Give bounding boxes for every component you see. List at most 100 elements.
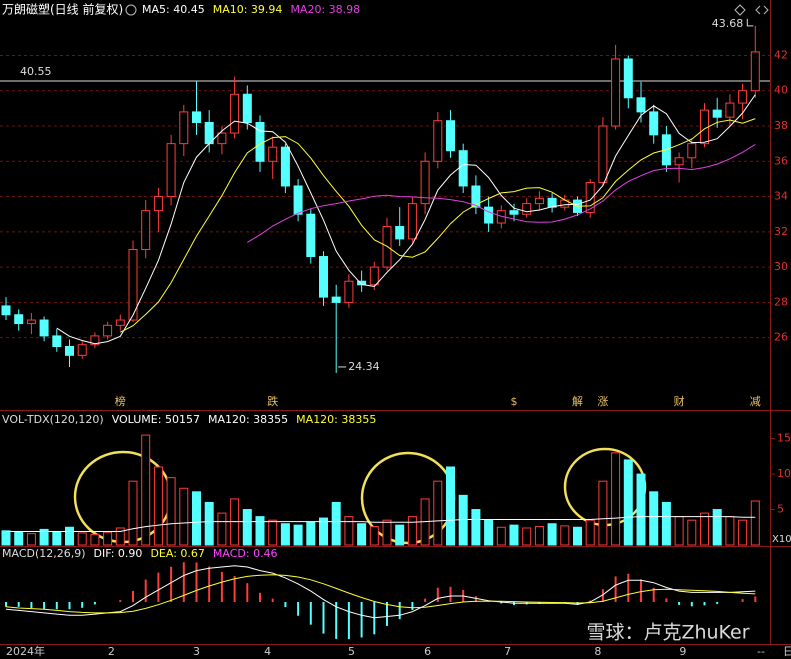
candle-body	[547, 197, 557, 208]
y-tick-label: 40	[774, 84, 788, 97]
ma-line	[120, 118, 756, 333]
reference-label: 40.55	[20, 65, 52, 78]
volume-bar	[649, 491, 659, 546]
y-tick-label: 15	[777, 432, 791, 445]
candle-body	[446, 120, 455, 152]
volume-bar	[293, 524, 303, 546]
legend-entry: MACD: 0.46	[213, 547, 278, 560]
y-tick-label: 32	[774, 225, 788, 238]
candle-body	[90, 335, 100, 346]
volume-bar	[255, 516, 265, 546]
volume-bar	[369, 526, 379, 546]
volume-bar	[674, 516, 684, 546]
legend-entry: VOL-TDX(120,120)	[2, 413, 104, 426]
volume-bar	[331, 501, 341, 546]
candle-body	[128, 248, 138, 321]
panel-borders	[0, 0, 791, 645]
candle-body	[331, 296, 341, 303]
candle-body	[395, 226, 405, 240]
legend-entry: MA120: 38355	[208, 413, 288, 426]
x-tick-label: 2024年	[6, 644, 45, 658]
title-icon	[125, 4, 137, 16]
candle-body	[750, 51, 760, 92]
candle-body	[585, 181, 595, 213]
x-tick-label: 2	[108, 645, 115, 658]
candle-body	[433, 120, 443, 162]
axis-unit: X10	[772, 534, 791, 545]
volume-bar	[738, 519, 748, 546]
volume-bar	[712, 509, 722, 546]
candle-body	[230, 93, 240, 134]
candle-body	[39, 319, 49, 337]
legend-entry: DEA: 0.67	[150, 547, 204, 560]
legend-entry: DIF: 0.90	[94, 547, 143, 560]
dif-line	[5, 565, 756, 619]
volume-ma-line	[6, 516, 756, 532]
volume-bar	[573, 526, 582, 546]
event-marker: 跌	[267, 394, 278, 408]
toolbar-item[interactable]: --	[757, 645, 765, 658]
candle-body	[141, 210, 151, 250]
candle-body	[166, 143, 176, 198]
event-marker: 榜	[115, 394, 126, 408]
volume-bar	[179, 487, 189, 546]
volume-bar	[560, 525, 570, 546]
volume-bar	[39, 528, 49, 546]
volume-bar	[26, 533, 36, 546]
candle-body	[192, 111, 201, 123]
volume-bar	[407, 516, 417, 546]
volume-bar	[357, 523, 367, 546]
candle-body	[598, 125, 608, 183]
event-marker: 涨	[597, 395, 608, 408]
candle-body	[509, 210, 519, 215]
volume-bar	[52, 531, 62, 546]
candle-body	[407, 203, 417, 240]
candle-body	[344, 280, 354, 303]
volume-bar	[446, 466, 455, 546]
candle-body	[14, 314, 24, 325]
x-tick-label: 8	[594, 645, 601, 658]
volume-bar	[611, 452, 621, 546]
candle-body	[420, 160, 430, 205]
dea-line	[5, 574, 756, 614]
y-tick-label: 34	[774, 190, 788, 203]
candle-body	[65, 345, 74, 356]
candle-body	[484, 206, 494, 224]
candle-body	[306, 213, 316, 258]
top-icons	[734, 4, 769, 16]
candle-body	[26, 319, 36, 325]
volume-bar	[725, 516, 735, 546]
candle-body	[369, 266, 379, 286]
legend-entry: MA10: 39.94	[213, 3, 283, 16]
volume-bar	[395, 524, 405, 546]
candle-body	[319, 256, 328, 298]
volume-bar	[103, 531, 113, 546]
volume-bar	[458, 494, 468, 546]
volume-bar	[522, 527, 532, 546]
volume-bar	[153, 466, 163, 546]
candle-body	[649, 111, 659, 136]
toolbar-item[interactable]: 日	[783, 645, 791, 658]
volume-bar	[192, 491, 201, 546]
candle-body	[217, 132, 227, 145]
volume-bar	[585, 519, 595, 546]
volume-bar	[65, 526, 74, 546]
y-tick-label: 36	[774, 154, 788, 167]
x-tick-label: 4	[264, 645, 271, 658]
y-tick-label: 5	[777, 503, 784, 516]
volume-bar	[166, 477, 176, 546]
max-pointer	[746, 18, 754, 27]
y-tick-label: 42	[774, 48, 788, 61]
watermark: 雪球：卢克ZhuKer	[586, 622, 749, 644]
candle-body	[255, 121, 265, 162]
candle-body	[115, 319, 125, 326]
candle-body	[268, 146, 278, 162]
volume-bar	[547, 523, 557, 546]
y-tick-label: 28	[774, 295, 788, 308]
y-tick-label: 38	[774, 119, 788, 132]
volume-bar	[484, 519, 494, 546]
volume-bar	[344, 516, 354, 546]
volume-bar	[1, 530, 11, 546]
candle-body	[103, 324, 113, 337]
